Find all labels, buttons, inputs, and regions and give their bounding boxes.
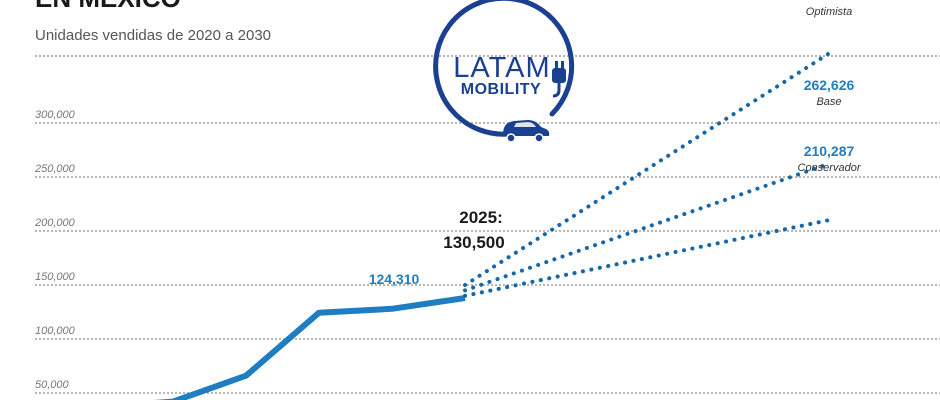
series-line-base [463,161,832,293]
label-optimista: Optimista [806,6,852,18]
y-tick-label: 100,000 [35,325,76,337]
car-icon [502,120,550,143]
plug-icon [552,61,566,98]
label-value-2025: 130,500 [443,233,504,252]
logo-latam-mobility: LATAM MOBILITY [433,0,575,143]
series-line-hist-rico [153,295,466,400]
series-line-optimista [463,50,832,287]
series-line-conservador [463,217,832,298]
label-peak-2023: 124,310 [369,271,420,287]
y-tick-label: 50,000 [35,379,70,391]
label-year-2025: 2025: [459,208,502,227]
y-tick-label: 250,000 [34,163,76,175]
logo-ring-icon [433,0,575,137]
y-tick-label: 150,000 [35,271,76,283]
y-tick-label: 200,000 [34,217,76,229]
label-base: Base [816,96,841,108]
label-conservador: Conservador [798,162,862,174]
logo-line2: MOBILITY [461,81,541,98]
logo-line1: LATAM [453,52,550,84]
label-base-value: 262,626 [804,77,855,93]
chart-subtitle: Unidades vendidas de 2020 a 2030 [35,27,271,44]
label-conservador-value: 210,287 [804,143,855,159]
y-tick-label: 300,000 [35,109,76,121]
page-title: EN MÉXICO [35,0,181,13]
